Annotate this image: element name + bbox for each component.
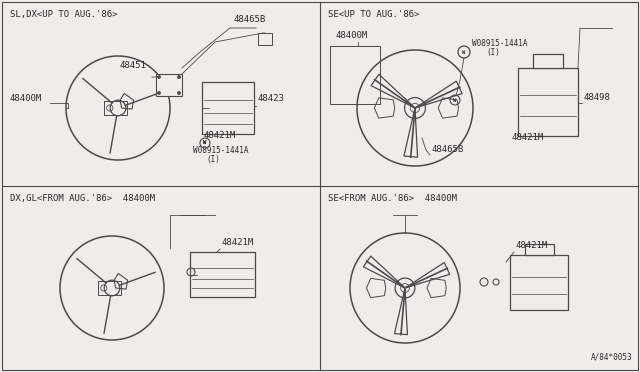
Text: 48498: 48498 [584,93,611,102]
Text: 48400M: 48400M [336,31,368,40]
Text: W: W [204,141,207,145]
Circle shape [158,76,160,78]
Circle shape [178,76,180,78]
Text: 48421M: 48421M [222,238,254,247]
Text: (I): (I) [486,48,500,57]
Bar [104,101,127,115]
Bar [330,46,380,104]
Text: W: W [204,141,207,145]
Text: 48465B: 48465B [233,15,265,24]
Text: W08915-1441A: W08915-1441A [472,39,527,48]
Text: 48465B: 48465B [432,145,464,154]
Text: W08915-1441A: W08915-1441A [193,146,248,155]
Text: 48421M: 48421M [512,133,544,142]
Text: 48400M: 48400M [10,94,42,103]
Bar [156,74,182,96]
Text: (I): (I) [206,155,220,164]
Text: W: W [462,49,466,55]
Text: DX,GL<FROM AUG.'86>  48400M: DX,GL<FROM AUG.'86> 48400M [10,194,155,203]
Text: W: W [453,97,456,103]
Text: 48421M: 48421M [516,241,548,250]
Text: SE<UP TO AUG.'86>: SE<UP TO AUG.'86> [328,10,419,19]
Text: SL,DX<UP TO AUG.'86>: SL,DX<UP TO AUG.'86> [10,10,118,19]
Bar [190,252,255,297]
Bar [525,244,554,255]
Circle shape [178,92,180,94]
Text: 48421M: 48421M [203,131,236,140]
Bar [533,54,563,68]
Bar [510,255,568,310]
Text: SE<FROM AUG.'86>  48400M: SE<FROM AUG.'86> 48400M [328,194,457,203]
Bar [518,68,578,136]
Bar [98,281,122,295]
Bar [258,33,272,45]
Text: 48451: 48451 [120,61,147,70]
Text: A/84*0053: A/84*0053 [590,353,632,362]
Text: 48423: 48423 [258,94,285,103]
Circle shape [158,92,160,94]
Bar [202,82,254,134]
